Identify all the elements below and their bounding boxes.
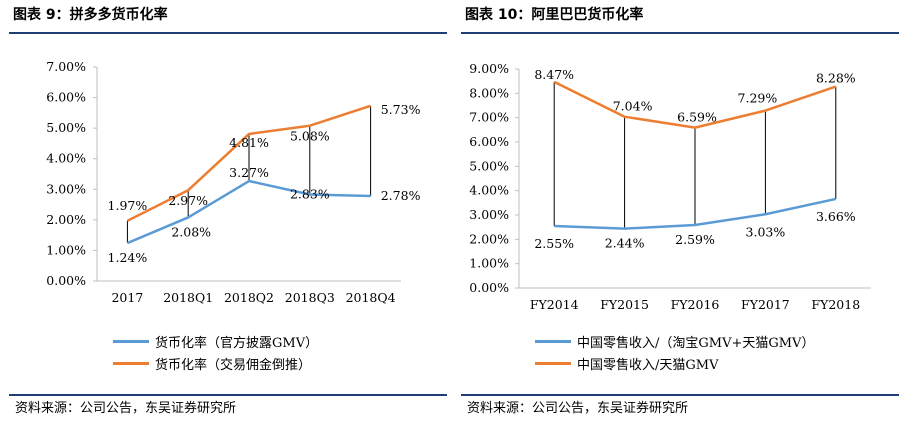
data-label: 2.83% [290,186,330,201]
source-rule [9,394,447,396]
data-label: 7.04% [613,99,653,114]
data-label: 3.66% [816,209,856,224]
data-label: 7.29% [738,91,778,106]
x-tick-label: 2018Q2 [224,290,274,305]
legend-swatch [535,362,571,365]
y-tick-label: 1.00% [46,242,86,257]
data-label: 1.24% [108,250,148,265]
y-tick-label: 7.00% [469,110,509,125]
chart-title: 图表 9：拼多多货币化率 [13,7,168,23]
series-line-2 [126,104,371,222]
legend-label: 中国零售收入/天猫GMV [577,358,719,373]
x-tick-label: FY2017 [741,297,790,312]
series-line-2 [553,80,837,129]
chart-panel-pinduoduo: 图表 9：拼多多货币化率 0.00% 1.00% 2.00% 3.00% 4.00% 5.… [9,0,447,447]
legend-swatch [113,340,149,343]
data-label: 5.08% [290,129,330,144]
x-tick-label: FY2014 [530,297,579,312]
x-tick-label: 2017 [111,290,143,305]
data-label: 8.47% [534,67,574,82]
data-label: 5.73% [381,102,421,117]
y-tick-label: 4.00% [46,151,86,166]
y-tick-label: 4.00% [469,183,509,198]
data-label: 3.27% [229,165,269,180]
y-tick-label: 0.00% [46,273,86,288]
y-tick-label: 8.00% [469,85,509,100]
legend-label: 货币化率（交易佣金倒推） [155,358,312,373]
y-tick-label: 0.00% [469,280,509,295]
chart-plot-pinduoduo: 0.00% 1.00% 2.00% 3.00% 4.00% 5.00% 6.00% 7.00%… [46,59,421,305]
y-tick-label: 6.00% [46,90,86,105]
legend-swatch [535,340,571,343]
y-tick-label: 1.00% [469,256,509,271]
chart-plot-alibaba: 0.00% 1.00% 2.00% 3.00% 4.00% 5.00% 6.00% 7.00%… [469,61,871,312]
source-note: 资料来源：公司公告，东吴证券研究所 [467,401,689,416]
x-tick-label: FY2016 [671,297,720,312]
data-label: 1.97% [108,198,148,213]
y-tick-label: 5.00% [469,158,509,173]
x-tick-label: FY2015 [600,297,649,312]
data-label: 2.55% [534,236,574,251]
data-label: 2.97% [168,193,208,208]
x-tick-label: 2018Q3 [285,290,335,305]
legend-swatch [113,362,149,365]
y-tick-label: 5.00% [46,120,86,135]
x-tick-label: 2018Q4 [346,290,396,305]
data-label: 2.08% [171,224,211,239]
y-tick-label: 7.00% [46,59,86,74]
data-label: 3.03% [746,224,786,239]
title-rule [9,32,447,34]
legend-label: 中国零售收入/（淘宝GMV+天猫GMV） [577,336,815,351]
data-label: 2.44% [605,236,645,251]
data-label: 8.28% [816,71,856,86]
series-line-1 [126,179,371,245]
data-label: 2.59% [675,232,715,247]
legend-label: 货币化率（官方披露GMV） [155,336,319,351]
data-label: 6.59% [677,110,717,125]
title-rule [461,32,899,34]
data-label: 4.81% [229,135,269,150]
data-label: 2.78% [381,188,421,203]
y-tick-label: 2.00% [469,231,509,246]
source-note: 资料来源：公司公告，东吴证券研究所 [15,401,237,416]
y-tick-label: 2.00% [46,212,86,227]
source-rule [461,394,899,396]
chart-panel-alibaba: 图表 10：阿里巴巴货币化率 0.00% 1.00% 2.00% 3.00% 4.00%… [461,0,899,447]
x-tick-label: 2018Q1 [163,290,213,305]
y-tick-label: 3.00% [46,181,86,196]
chart-title: 图表 10：阿里巴巴货币化率 [465,7,644,23]
y-tick-label: 9.00% [469,61,509,76]
x-tick-label: FY2018 [811,297,860,312]
y-tick-label: 3.00% [469,207,509,222]
y-tick-label: 6.00% [469,134,509,149]
series-line-1 [554,197,837,230]
